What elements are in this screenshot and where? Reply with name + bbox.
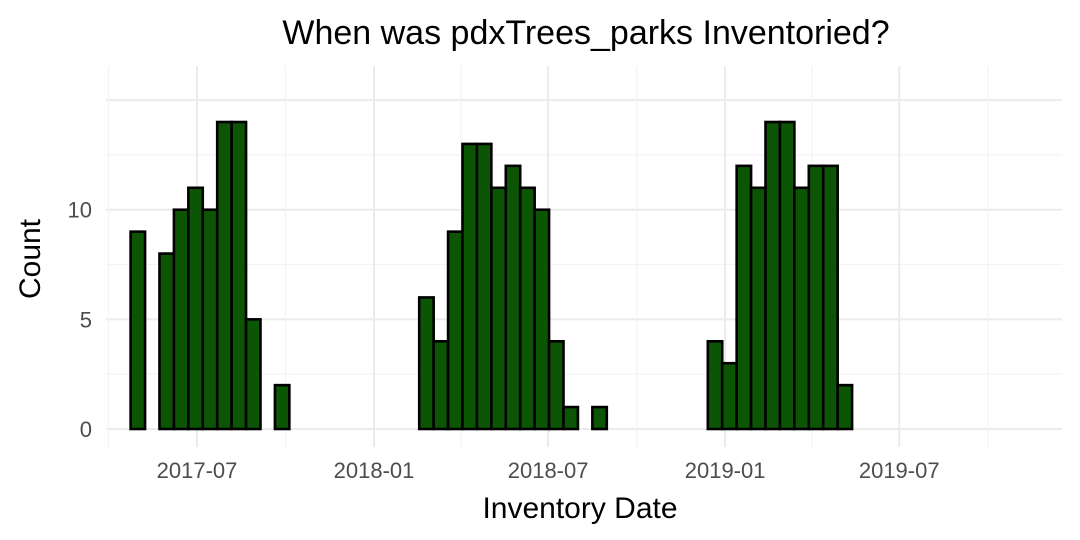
histogram-bar — [244, 318, 262, 431]
histogram-bar — [215, 120, 233, 431]
x-axis-ticks: 2017-07 2018-01 2018-07 2019-01 2019-07 — [157, 458, 940, 483]
histogram-bar — [836, 383, 854, 431]
histogram-bar — [417, 296, 435, 431]
histogram-bar — [749, 186, 767, 431]
histogram-bar — [475, 142, 493, 431]
histogram-bar — [821, 164, 839, 431]
y-axis-ticks: 0 5 10 — [68, 198, 92, 442]
histogram-bar — [446, 230, 464, 431]
histogram-bar — [793, 186, 811, 431]
histogram-bar — [778, 120, 796, 431]
bars — [129, 120, 854, 431]
histogram-bar — [735, 164, 753, 431]
histogram-bar — [129, 230, 147, 431]
x-tick-label: 2017-07 — [157, 458, 238, 483]
histogram-bar — [158, 252, 176, 431]
histogram-bar — [591, 405, 609, 431]
histogram-bar — [273, 383, 291, 431]
histogram-bar — [432, 339, 450, 431]
histogram-bar — [518, 186, 536, 431]
histogram-bar — [764, 120, 782, 431]
histogram-bar — [547, 339, 565, 431]
histogram-bar — [230, 120, 248, 431]
histogram-bar — [562, 405, 580, 431]
histogram-bar — [201, 208, 219, 431]
x-axis-title: Inventory Date — [482, 492, 677, 525]
histogram-bar — [172, 208, 190, 431]
histogram-bar — [807, 164, 825, 431]
histogram-bar — [187, 186, 205, 431]
x-tick-label: 2019-07 — [859, 458, 940, 483]
x-tick-label: 2018-07 — [508, 458, 589, 483]
histogram-bar — [720, 361, 738, 431]
histogram-bar — [533, 208, 551, 431]
histogram-bar — [490, 186, 508, 431]
x-tick-label: 2018-01 — [334, 458, 415, 483]
histogram-bar — [706, 339, 724, 431]
histogram-bar — [504, 164, 522, 431]
y-tick-label: 0 — [80, 417, 92, 442]
histogram-bar — [461, 142, 479, 431]
y-tick-label: 5 — [80, 307, 92, 332]
x-tick-label: 2019-01 — [685, 458, 766, 483]
chart-title: When was pdxTrees_parks Inventoried? — [282, 14, 889, 52]
y-tick-label: 10 — [68, 198, 92, 223]
y-axis-title: Count — [14, 218, 47, 299]
